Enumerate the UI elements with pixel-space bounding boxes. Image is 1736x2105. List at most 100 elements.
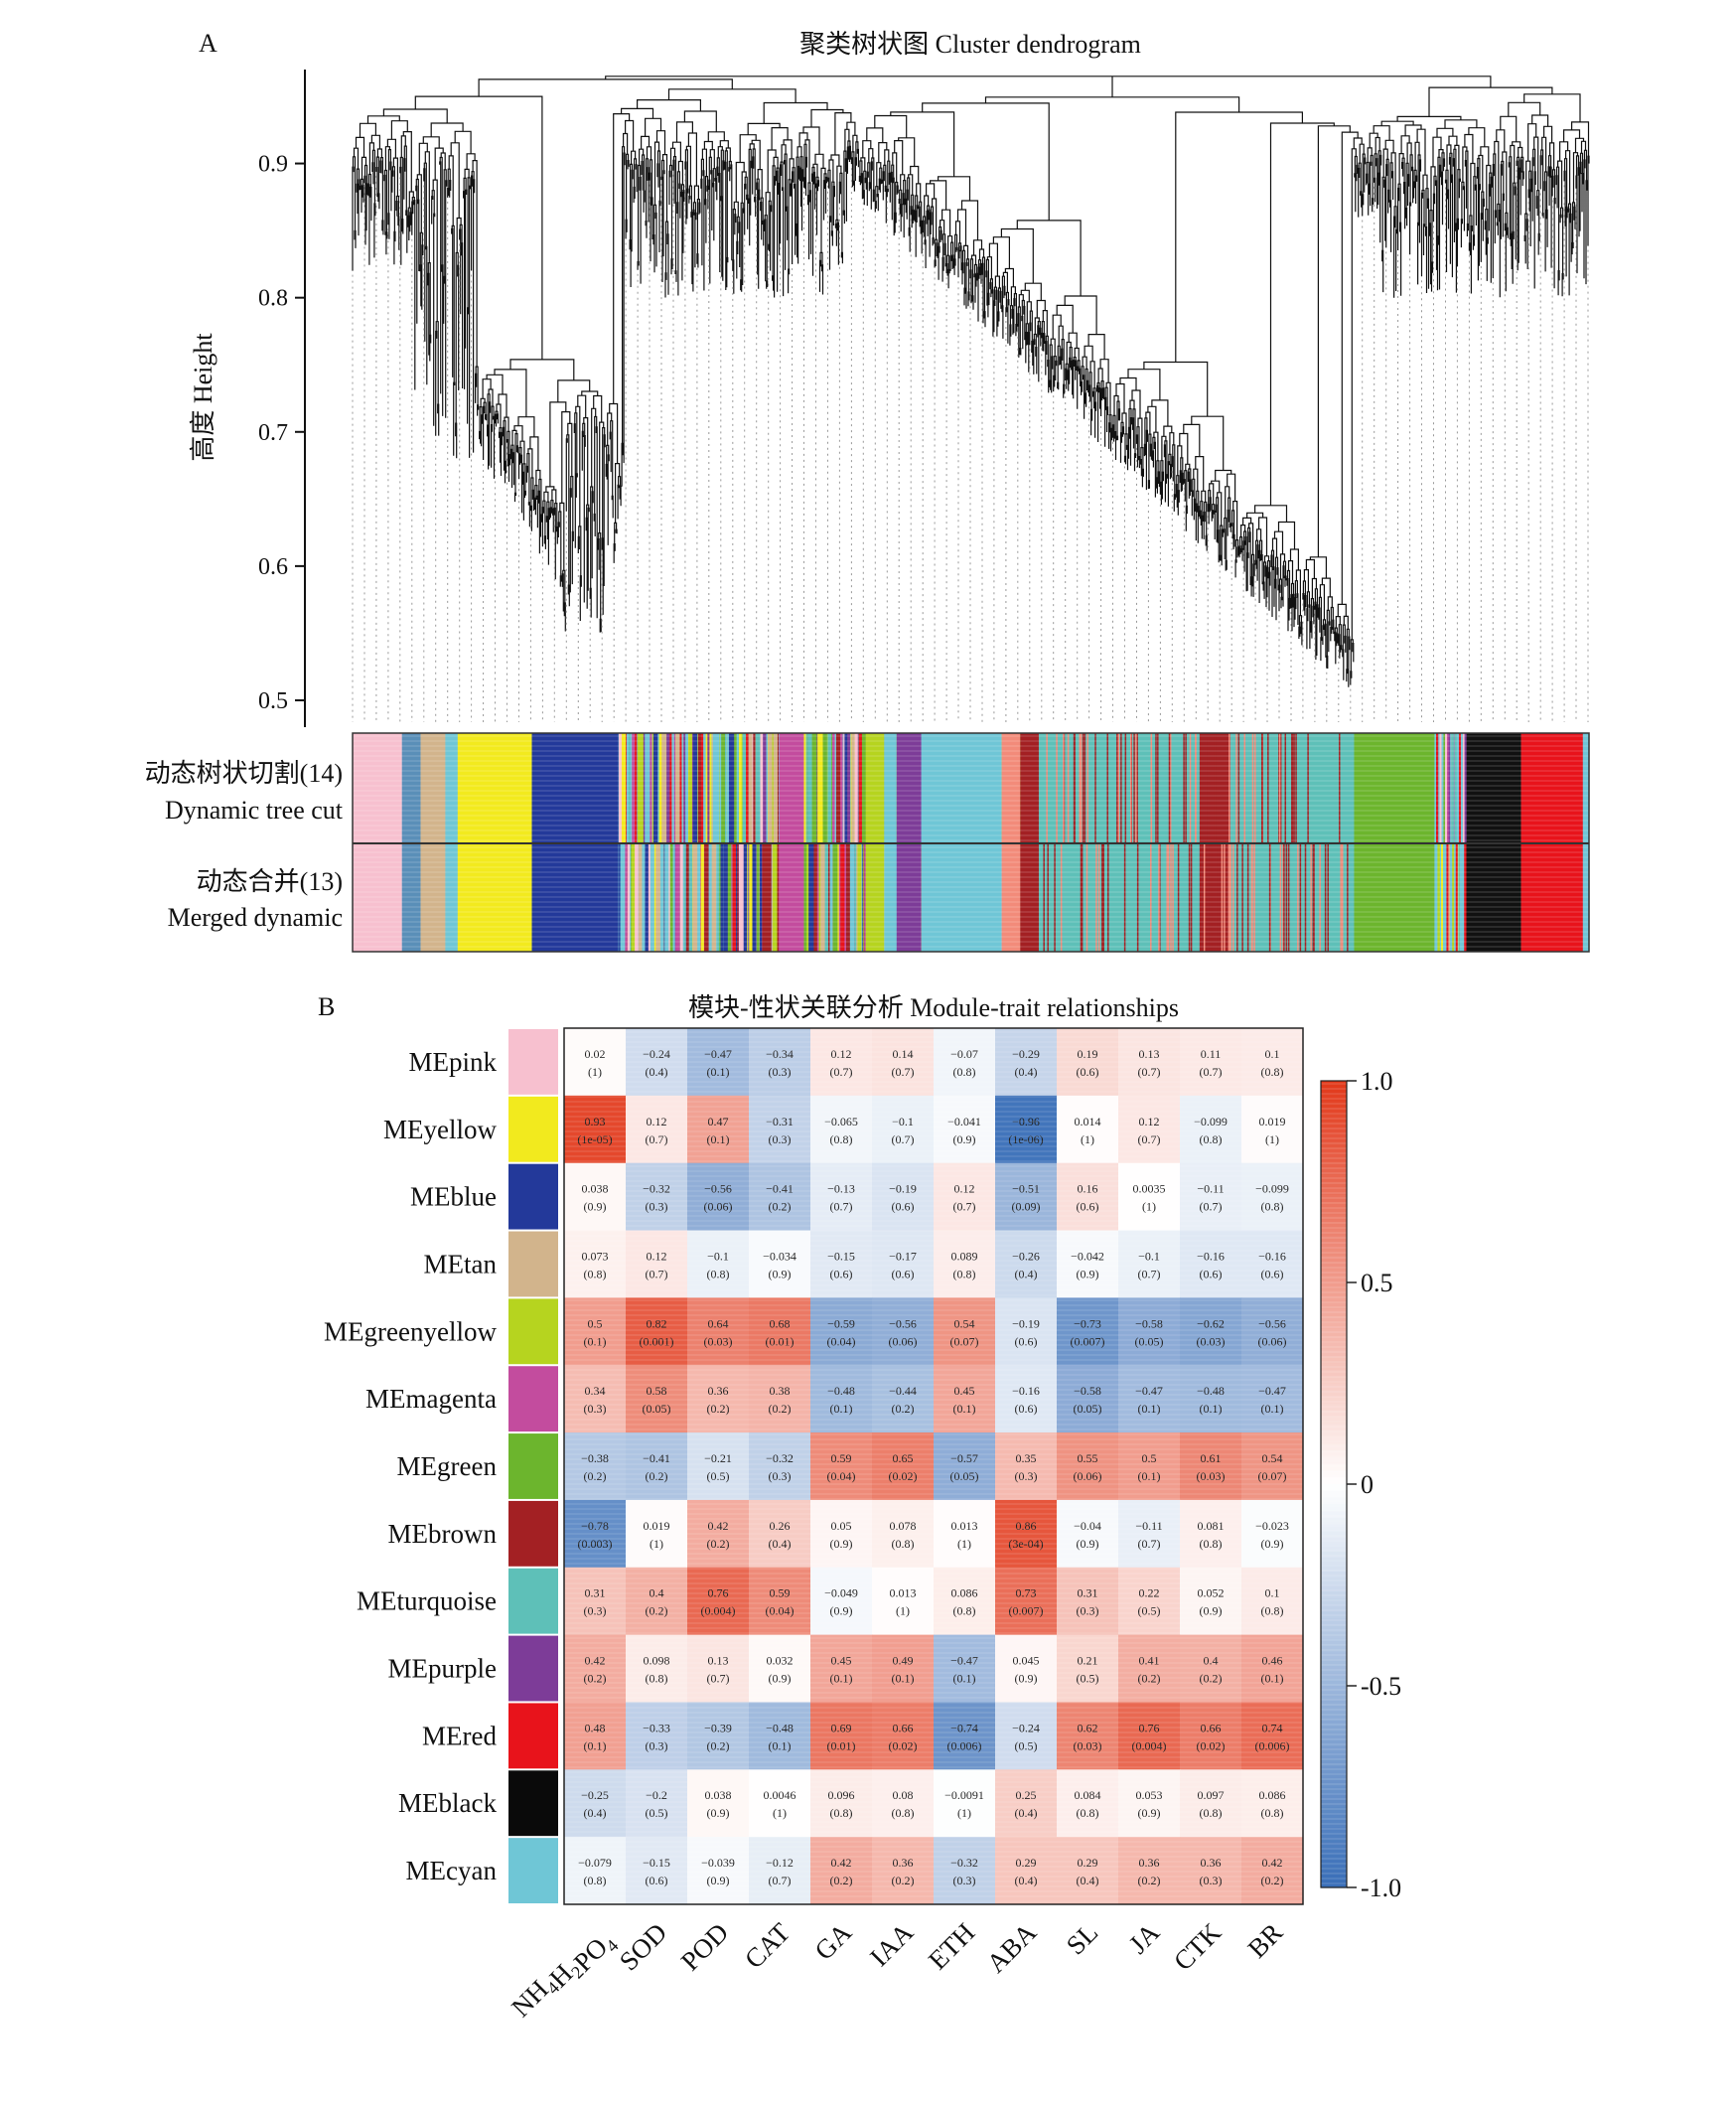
module-segment bbox=[1020, 844, 1039, 952]
module-stripe bbox=[1185, 733, 1187, 842]
module-segment bbox=[865, 733, 885, 842]
cell-r-value: 0.48 bbox=[585, 1721, 606, 1734]
row-label-dynamic-cn: 动态树状切割(14) bbox=[145, 759, 343, 788]
cell-p-value: (0.2) bbox=[769, 1200, 792, 1214]
cell-p-value: (0.3) bbox=[1200, 1874, 1223, 1887]
module-stripe bbox=[1211, 844, 1213, 952]
module-stripe bbox=[803, 844, 807, 952]
module-stripe bbox=[1047, 844, 1049, 952]
cell-p-value: (0.6) bbox=[1015, 1334, 1038, 1348]
heatmap-cell bbox=[564, 1837, 627, 1905]
cell-r-value: 0.4 bbox=[1204, 1654, 1219, 1668]
module-stripe bbox=[854, 844, 857, 952]
cell-r-value: −0.16 bbox=[1197, 1249, 1225, 1263]
cell-p-value: (0.4) bbox=[1015, 1806, 1038, 1820]
cell-p-value: (1) bbox=[588, 1065, 602, 1079]
heatmap-cell bbox=[810, 1499, 873, 1569]
cell-p-value: (0.001) bbox=[640, 1334, 674, 1348]
dendrogram-title: 聚类树状图 Cluster dendrogram bbox=[799, 30, 1141, 59]
colorbar-step bbox=[1321, 1302, 1347, 1310]
heatmap-cell bbox=[1180, 1837, 1242, 1905]
module-stripe bbox=[1229, 844, 1231, 952]
module-stripe bbox=[1299, 844, 1302, 952]
module-swatch bbox=[508, 1366, 558, 1432]
module-stripe bbox=[755, 733, 761, 842]
heatmap-cell bbox=[872, 1702, 935, 1770]
module-stripe bbox=[1094, 733, 1096, 842]
colorbar-step bbox=[1321, 1356, 1347, 1364]
cell-r-value: 0.096 bbox=[828, 1788, 855, 1802]
module-stripe bbox=[724, 733, 727, 842]
colorbar-step bbox=[1321, 1779, 1347, 1788]
heatmap-cell bbox=[810, 1837, 873, 1905]
heatmap-cell bbox=[1241, 1837, 1304, 1905]
module-swatch bbox=[508, 1568, 558, 1634]
colorbar-step bbox=[1321, 1631, 1347, 1640]
cell-r-value: 0.12 bbox=[831, 1047, 852, 1061]
colorbar-step bbox=[1321, 1282, 1347, 1290]
x-tick-label: BR bbox=[1242, 1917, 1289, 1964]
colorbar-step bbox=[1321, 1228, 1347, 1237]
module-stripe bbox=[802, 733, 806, 842]
cell-p-value: (0.7) bbox=[892, 1065, 915, 1079]
module-stripe bbox=[675, 844, 680, 952]
module-stripe bbox=[738, 844, 744, 952]
colorbar-step bbox=[1321, 1262, 1347, 1271]
module-stripe bbox=[1340, 844, 1342, 952]
colorbar-step bbox=[1321, 1800, 1347, 1808]
cell-p-value: (0.6) bbox=[830, 1267, 853, 1280]
cell-r-value: −0.04 bbox=[1074, 1519, 1101, 1533]
colorbar-step bbox=[1321, 1874, 1347, 1881]
cell-p-value: (0.4) bbox=[1015, 1065, 1038, 1079]
cell-r-value: 0.038 bbox=[705, 1788, 732, 1802]
cell-p-value: (0.6) bbox=[1015, 1402, 1038, 1416]
cell-r-value: −0.56 bbox=[1258, 1316, 1286, 1330]
cell-p-value: (0.7) bbox=[646, 1132, 668, 1146]
colorbar-step bbox=[1321, 1565, 1347, 1573]
module-label: MEred bbox=[422, 1721, 497, 1750]
cell-r-value: 0.019 bbox=[1259, 1115, 1286, 1128]
heatmap-cell bbox=[626, 1028, 688, 1097]
heatmap-cell bbox=[626, 1162, 688, 1232]
colorbar-step bbox=[1321, 1544, 1347, 1553]
cell-p-value: (0.9) bbox=[830, 1604, 853, 1618]
module-stripe bbox=[1189, 733, 1192, 842]
cell-p-value: (1) bbox=[1265, 1132, 1279, 1146]
cell-r-value: 0.5 bbox=[588, 1316, 603, 1330]
cell-p-value: (0.9) bbox=[830, 1537, 853, 1551]
colorbar-step bbox=[1321, 1208, 1347, 1216]
colorbar-step bbox=[1321, 1833, 1347, 1842]
heatmap-cell bbox=[872, 1567, 935, 1636]
module-stripe bbox=[648, 733, 652, 842]
cell-p-value: (0.1) bbox=[1200, 1402, 1223, 1416]
module-stripe bbox=[697, 733, 702, 842]
module-stripe bbox=[759, 844, 764, 952]
heatmap-cell bbox=[1118, 1432, 1181, 1501]
colorbar-step bbox=[1321, 1793, 1347, 1801]
cell-p-value: (0.8) bbox=[1261, 1200, 1284, 1214]
module-segment bbox=[1230, 844, 1355, 952]
heatmap-cell bbox=[749, 1837, 811, 1905]
heatmap-cell bbox=[1118, 1028, 1181, 1097]
module-stripe bbox=[739, 733, 744, 842]
cell-p-value: (0.9) bbox=[1015, 1672, 1038, 1686]
module-stripe bbox=[619, 733, 623, 842]
x-tick-label: ABA bbox=[981, 1917, 1043, 1979]
heatmap-cell bbox=[1118, 1365, 1181, 1433]
module-stripe bbox=[742, 733, 746, 842]
cell-p-value: (0.2) bbox=[1200, 1672, 1223, 1686]
module-stripe bbox=[1447, 844, 1450, 952]
cell-p-value: (0.8) bbox=[953, 1065, 976, 1079]
module-stripe bbox=[652, 733, 658, 842]
module-stripe bbox=[728, 733, 734, 842]
cell-p-value: (0.7) bbox=[769, 1874, 792, 1887]
module-stripe bbox=[840, 844, 845, 952]
colorbar-step bbox=[1321, 1820, 1347, 1828]
cell-r-value: 0.16 bbox=[1078, 1182, 1098, 1196]
heatmap-cell bbox=[626, 1297, 688, 1366]
heatmap-cell bbox=[1118, 1095, 1181, 1164]
module-stripe bbox=[1251, 733, 1254, 842]
cell-p-value: (0.6) bbox=[892, 1267, 915, 1280]
module-stripe bbox=[1172, 844, 1174, 952]
